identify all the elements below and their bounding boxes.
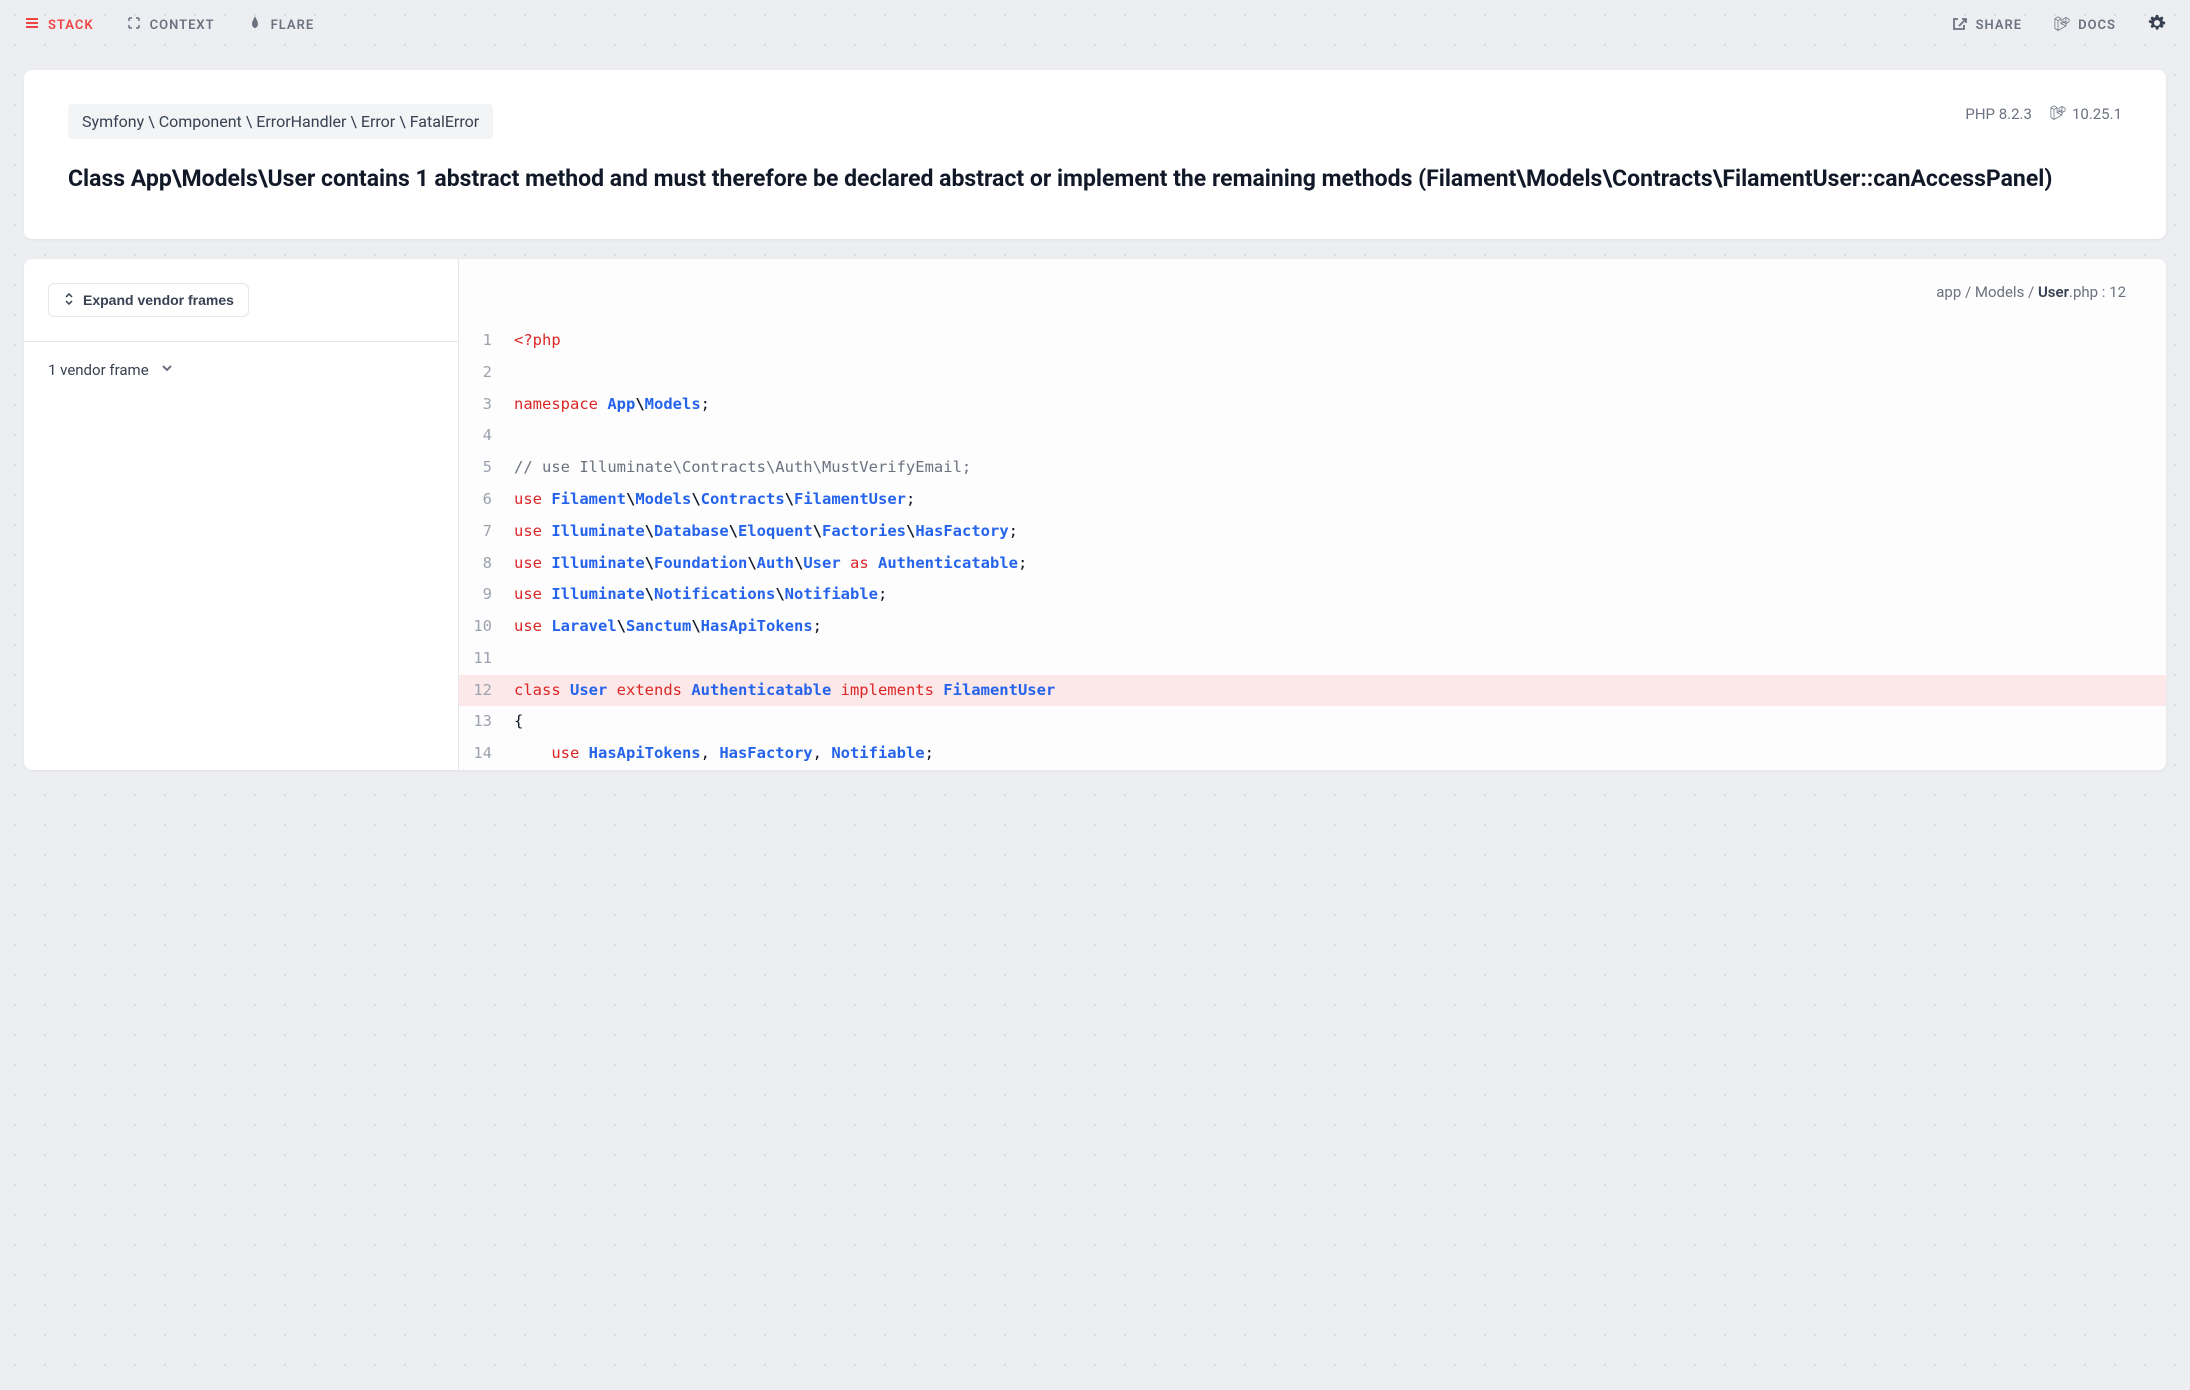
line-number: 1 [459, 325, 514, 357]
code-line: 2 [459, 357, 2166, 389]
share-label: SHARE [1976, 18, 2023, 33]
expand-icon [63, 292, 75, 308]
nav-right: SHARE DOCS [1952, 14, 2166, 36]
code-content: use Illuminate\Foundation\Auth\User as A… [514, 548, 1027, 580]
code-content: namespace App\Models; [514, 389, 710, 421]
share-button[interactable]: SHARE [1952, 15, 2023, 35]
tab-context-label: CONTEXT [150, 18, 215, 33]
line-number: 14 [459, 738, 514, 770]
file-name: User [2038, 283, 2069, 301]
main-content: Expand vendor frames 1 vendor frame app … [24, 259, 2166, 770]
code-line: 9use Illuminate\Notifications\Notifiable… [459, 579, 2166, 611]
nav-left: STACK CONTEXT FLARE [24, 15, 314, 35]
line-number: 10 [459, 611, 514, 643]
breadcrumb: Symfony \ Component \ ErrorHandler \ Err… [68, 104, 493, 139]
code-line: 7use Illuminate\Database\Eloquent\Factor… [459, 516, 2166, 548]
file-path: app / Models / User.php : 12 [459, 259, 2166, 325]
context-icon [126, 15, 142, 35]
code-content: use Filament\Models\Contracts\FilamentUs… [514, 484, 915, 516]
line-number: 9 [459, 579, 514, 611]
top-nav: STACK CONTEXT FLARE SHARE DOCS [0, 0, 2190, 50]
sidebar: Expand vendor frames 1 vendor frame [24, 259, 459, 770]
docs-button[interactable]: DOCS [2054, 15, 2116, 35]
code-line: 6use Filament\Models\Contracts\FilamentU… [459, 484, 2166, 516]
code-content: use Laravel\Sanctum\HasApiTokens; [514, 611, 822, 643]
code-block: 1<?php23namespace App\Models;45// use Il… [459, 325, 2166, 770]
code-content: // use Illuminate\Contracts\Auth\MustVer… [514, 452, 971, 484]
breadcrumb-text: Symfony \ Component \ ErrorHandler \ Err… [82, 112, 479, 131]
file-ext: .php [2069, 283, 2098, 301]
frame-item-label: 1 vendor frame [48, 361, 149, 379]
code-content: use Illuminate\Notifications\Notifiable; [514, 579, 887, 611]
error-card: Symfony \ Component \ ErrorHandler \ Err… [24, 70, 2166, 239]
share-icon [1952, 15, 1968, 35]
tab-flare[interactable]: FLARE [247, 15, 315, 35]
code-line: 11 [459, 643, 2166, 675]
docs-label: DOCS [2078, 18, 2116, 33]
code-line: 13{ [459, 706, 2166, 738]
code-line: 8use Illuminate\Foundation\Auth\User as … [459, 548, 2166, 580]
code-line: 5// use Illuminate\Contracts\Auth\MustVe… [459, 452, 2166, 484]
code-line: 3namespace App\Models; [459, 389, 2166, 421]
code-content: use Illuminate\Database\Eloquent\Factori… [514, 516, 1018, 548]
code-content: class User extends Authenticatable imple… [514, 675, 1055, 707]
file-path-prefix: app / Models / [1936, 283, 2038, 301]
flare-icon [247, 15, 263, 35]
line-number: 13 [459, 706, 514, 738]
tab-stack-label: STACK [48, 18, 94, 33]
docs-icon [2054, 15, 2070, 35]
laravel-icon [2050, 104, 2066, 124]
laravel-version: 10.25.1 [2050, 104, 2122, 124]
code-line: 14 use HasApiTokens, HasFactory, Notifia… [459, 738, 2166, 770]
line-number: 6 [459, 484, 514, 516]
line-number: 8 [459, 548, 514, 580]
line-number: 5 [459, 452, 514, 484]
stack-icon [24, 15, 40, 35]
vendor-frame-item[interactable]: 1 vendor frame [48, 360, 434, 380]
gear-icon[interactable] [2148, 14, 2166, 36]
code-panel: app / Models / User.php : 12 1<?php23nam… [459, 259, 2166, 770]
chevron-down-icon [159, 360, 175, 380]
php-version-label: PHP 8.2.3 [1965, 105, 2032, 123]
line-number: 3 [459, 389, 514, 421]
expand-vendor-button[interactable]: Expand vendor frames [48, 283, 249, 317]
code-content: { [514, 706, 523, 738]
code-line: 12class User extends Authenticatable imp… [459, 675, 2166, 707]
code-content: use HasApiTokens, HasFactory, Notifiable… [514, 738, 934, 770]
code-line: 1<?php [459, 325, 2166, 357]
error-title: Class App\Models\User contains 1 abstrac… [68, 163, 2122, 195]
line-number: 2 [459, 357, 514, 389]
php-version: PHP 8.2.3 [1965, 105, 2032, 123]
error-header: Symfony \ Component \ ErrorHandler \ Err… [68, 104, 2122, 139]
file-line: : 12 [2098, 283, 2126, 301]
expand-label: Expand vendor frames [83, 292, 234, 308]
code-line: 10use Laravel\Sanctum\HasApiTokens; [459, 611, 2166, 643]
frame-list: 1 vendor frame [24, 342, 458, 398]
code-content: <?php [514, 325, 561, 357]
line-number: 11 [459, 643, 514, 675]
tab-stack[interactable]: STACK [24, 15, 94, 35]
line-number: 7 [459, 516, 514, 548]
tab-flare-label: FLARE [271, 18, 315, 33]
line-number: 12 [459, 675, 514, 707]
sidebar-header: Expand vendor frames [24, 259, 458, 342]
code-line: 4 [459, 420, 2166, 452]
tab-context[interactable]: CONTEXT [126, 15, 215, 35]
version-info: PHP 8.2.3 10.25.1 [1965, 104, 2122, 124]
line-number: 4 [459, 420, 514, 452]
laravel-version-label: 10.25.1 [2072, 105, 2122, 123]
